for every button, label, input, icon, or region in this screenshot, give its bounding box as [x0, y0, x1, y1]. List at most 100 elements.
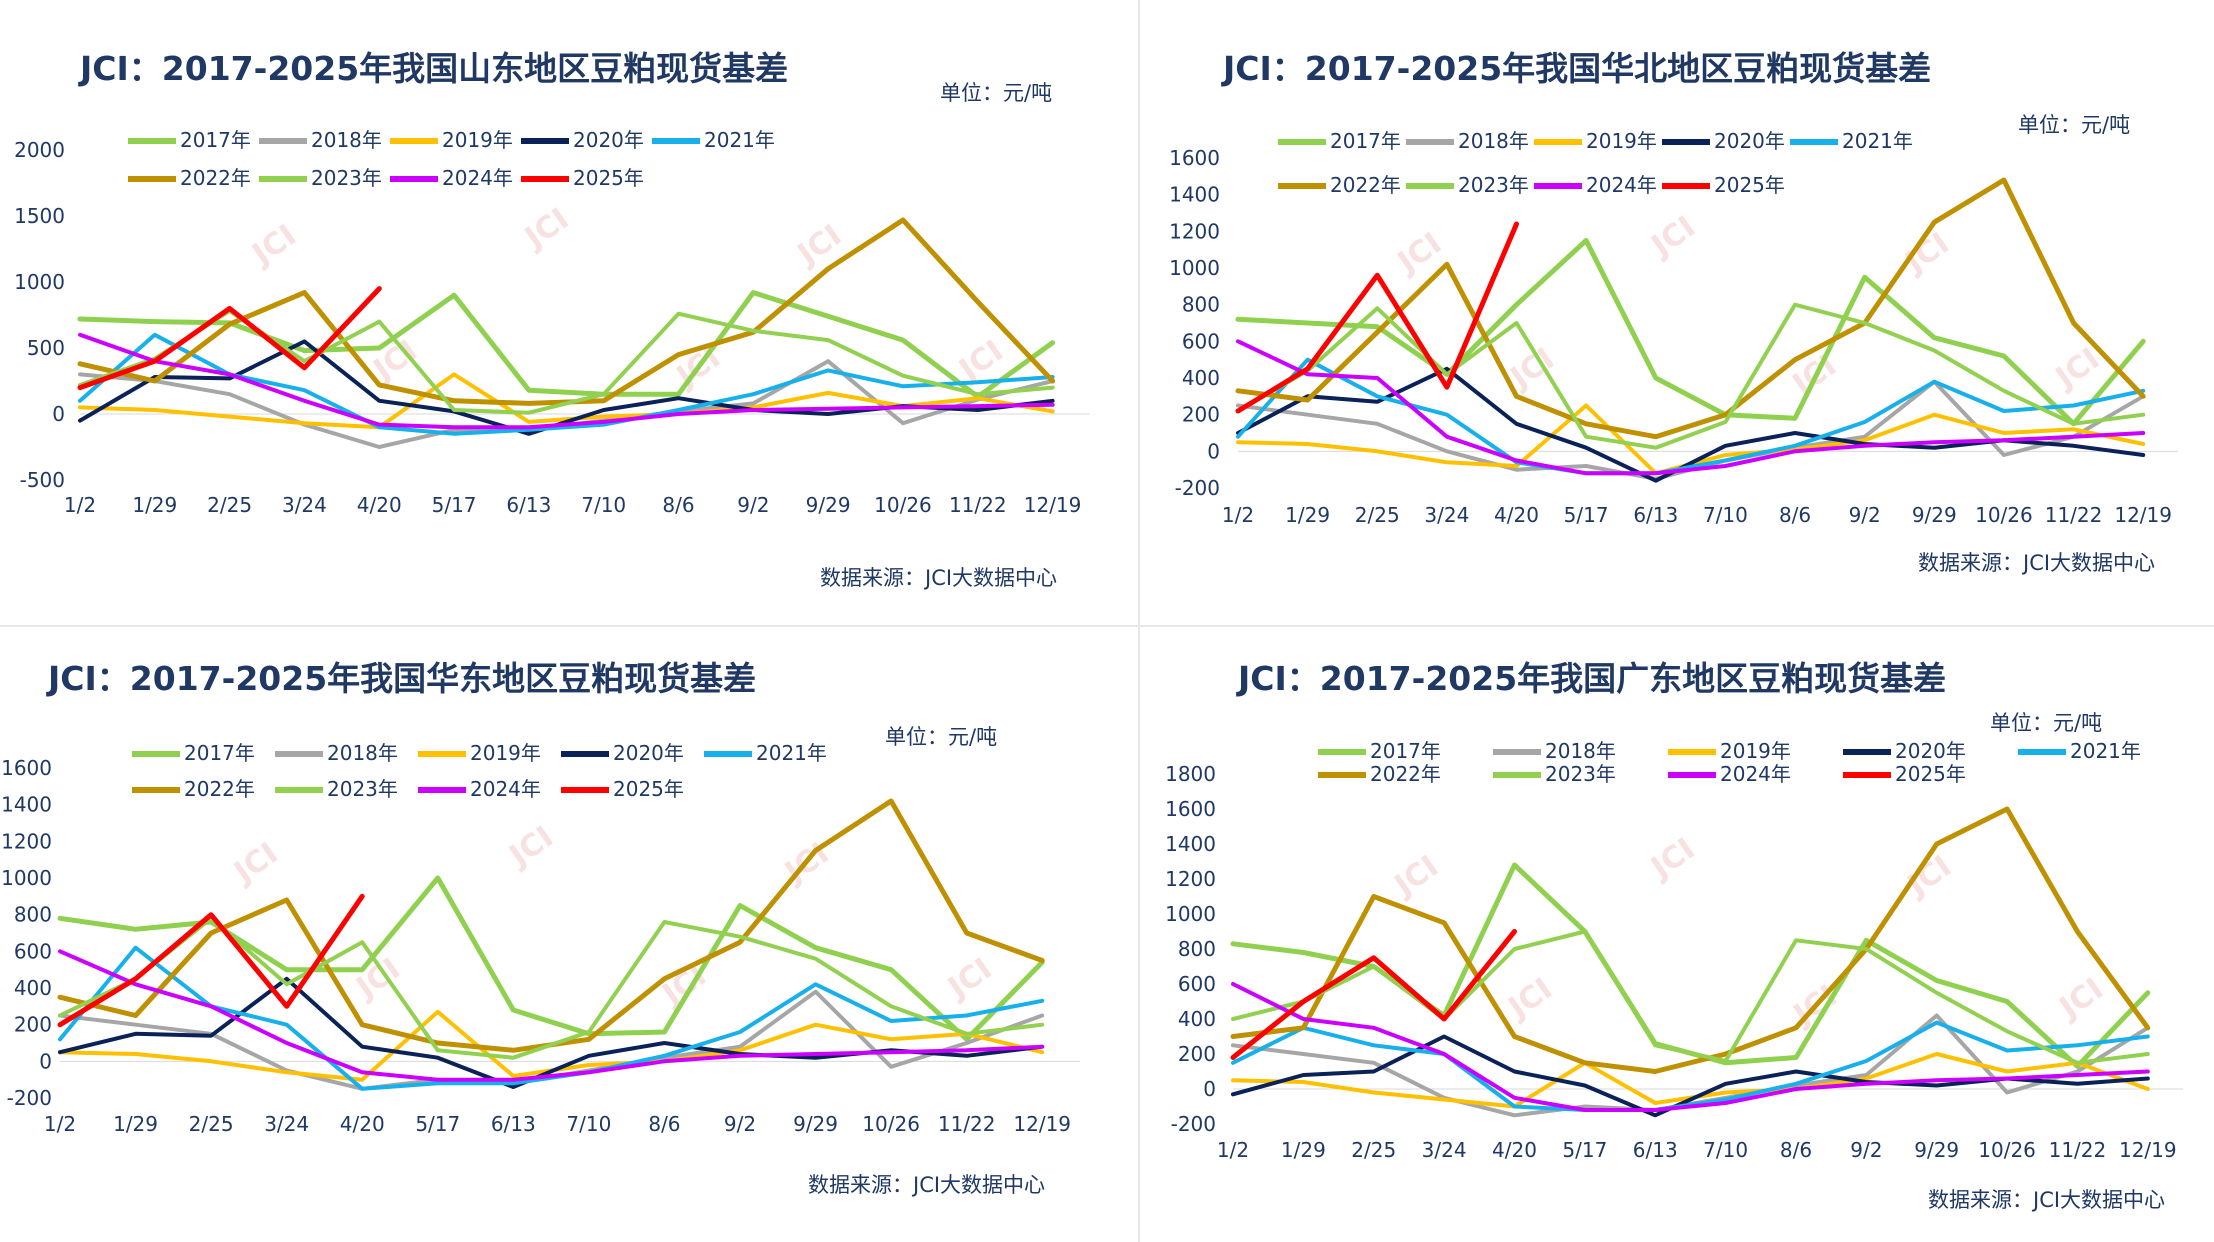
- y-tick-label: 1000: [1169, 256, 1220, 280]
- x-tick-label: 1/29: [1281, 1138, 1326, 1162]
- y-tick-label: 1200: [1169, 219, 1220, 243]
- y-tick-label: 800: [1178, 937, 1216, 961]
- watermark-text: JCI: [1643, 831, 1701, 886]
- series-line: [1236, 302, 2146, 450]
- series-group: [77, 217, 1056, 449]
- x-tick-label: 7/10: [581, 493, 626, 517]
- legend-label: 2023年: [327, 777, 398, 801]
- legend-label: 2022年: [180, 166, 251, 190]
- series-line: [1231, 929, 2150, 1065]
- x-tick-label: 3/24: [282, 493, 327, 517]
- series-group: [1235, 177, 2146, 483]
- x-tick-label: 12/19: [2114, 503, 2172, 527]
- source-label: 数据来源：JCI大数据中心: [1928, 1188, 2165, 1212]
- x-tick-label: 1/29: [113, 1112, 158, 1136]
- x-tick-label: 10/26: [874, 493, 932, 517]
- chart-panel-4: JCI JCI JCI JCI JCI JCI JCI：2017-2025年我国广东地区豆粕…: [1148, 627, 2214, 1242]
- legend-label: 2019年: [1720, 739, 1791, 763]
- x-tick-label: 10/26: [862, 1112, 920, 1136]
- y-tick-label: 500: [27, 336, 65, 360]
- vertical-divider: [1138, 0, 1140, 1242]
- x-tick-label: 1/2: [1217, 1138, 1249, 1162]
- x-tick-label: 4/20: [340, 1112, 385, 1136]
- legend: 2017年 2018年 2019年 2020年 2021年 2022年 2023年 2024年…: [1278, 129, 1913, 197]
- legend-label: 2017年: [180, 128, 251, 152]
- legend-label: 2018年: [311, 128, 382, 152]
- legend-label: 2021年: [704, 128, 775, 152]
- chart-title: JCI：2017-2025年我国华东地区豆粕现货基差: [46, 659, 756, 698]
- x-tick-label: 3/24: [264, 1112, 309, 1136]
- x-tick-label: 1/29: [132, 493, 177, 517]
- series-line: [1231, 982, 2150, 1112]
- chart-title: JCI：2017-2025年我国广东地区豆粕现货基差: [1236, 659, 1946, 698]
- y-tick-label: 1000: [1, 866, 52, 890]
- chart-panel-1: JCI JCI JCI JCI JCI JCI JCI：2017-2025年我国山东地区豆粕…: [0, 0, 1138, 625]
- series-line: [78, 332, 1055, 430]
- series-group: [1230, 806, 2151, 1118]
- x-tick-label: 8/6: [662, 493, 694, 517]
- x-tick-label: 11/22: [2049, 1138, 2107, 1162]
- x-tick-label: 1/2: [64, 493, 96, 517]
- series-line: [57, 875, 1045, 1042]
- y-tick-label: 0: [52, 402, 65, 426]
- x-tick-label: 9/29: [1912, 503, 1957, 527]
- legend-label: 2023年: [311, 166, 382, 190]
- x-tick-label: 4/20: [1494, 503, 1539, 527]
- x-tick-label: 9/2: [724, 1112, 756, 1136]
- x-tick-label: 10/26: [1978, 1138, 2036, 1162]
- source-label: 数据来源：JCI大数据中心: [808, 1173, 1045, 1197]
- y-tick-label: -500: [20, 468, 65, 492]
- series-line: [1236, 357, 2146, 476]
- y-tick-label: 1200: [1165, 867, 1216, 891]
- series-line: [77, 290, 1056, 400]
- x-tick-label: 1/2: [1222, 503, 1254, 527]
- y-tick-label: 400: [14, 976, 52, 1000]
- legend-label: 2021年: [756, 741, 827, 765]
- x-tick-label: 3/24: [1422, 1138, 1467, 1162]
- x-tick-label: 9/29: [806, 493, 851, 517]
- legend-label: 2024年: [1720, 762, 1791, 786]
- x-tick-label: 12/19: [1024, 493, 1082, 517]
- x-tick-label: 12/19: [2119, 1138, 2177, 1162]
- y-tick-label: 1400: [1, 793, 52, 817]
- legend: 2017年 2018年 2019年 2020年 2021年 2022年 2023年 2024年…: [132, 741, 827, 801]
- legend-label: 2022年: [1330, 173, 1401, 197]
- watermark-text: JCI: [1644, 209, 1702, 264]
- legend-label: 2018年: [1545, 739, 1616, 763]
- y-tick-label: -200: [1171, 1112, 1216, 1136]
- unit-label: 单位：元/吨: [1990, 711, 2102, 735]
- horizontal-divider: [0, 625, 2214, 627]
- legend: 2017年 2018年 2019年 2020年 2021年 2022年 2023年 2024年…: [1318, 739, 2141, 786]
- watermark-text: JCI: [245, 218, 303, 273]
- legend-label: 2019年: [470, 741, 541, 765]
- legend-label: 2020年: [1895, 739, 1966, 763]
- legend-label: 2020年: [1714, 129, 1785, 153]
- chart-panel-2: JCI JCI JCI JCI JCI JCI JCI：2017-2025年我国华北地区豆粕…: [1148, 0, 2214, 625]
- source-label: 数据来源：JCI大数据中心: [820, 566, 1057, 590]
- watermark-text: JCI: [2052, 971, 2110, 1026]
- x-tick-label: 8/6: [1780, 1138, 1812, 1162]
- watermark-text: JCI: [1501, 971, 1559, 1026]
- x-tick-label: 5/17: [1564, 503, 1609, 527]
- series-line: [57, 893, 365, 1028]
- watermark-text: JCI: [1387, 849, 1445, 904]
- legend-label: 2018年: [1458, 129, 1529, 153]
- y-tick-label: -200: [1175, 476, 1220, 500]
- legend-label: 2024年: [470, 777, 541, 801]
- legend-label: 2022年: [184, 777, 255, 801]
- x-tick-label: 4/20: [1492, 1138, 1537, 1162]
- x-tick-label: 2/25: [189, 1112, 234, 1136]
- x-tick-label: 1/2: [44, 1112, 76, 1136]
- x-tick-label: 4/20: [357, 493, 402, 517]
- x-tick-label: 6/13: [1633, 1138, 1678, 1162]
- y-tick-label: 600: [1182, 329, 1220, 353]
- y-tick-label: 1600: [1169, 146, 1220, 170]
- legend-label: 2017年: [1370, 739, 1441, 763]
- legend-label: 2022年: [1370, 762, 1441, 786]
- y-tick-label: 800: [1182, 293, 1220, 317]
- series-line: [1236, 339, 2146, 476]
